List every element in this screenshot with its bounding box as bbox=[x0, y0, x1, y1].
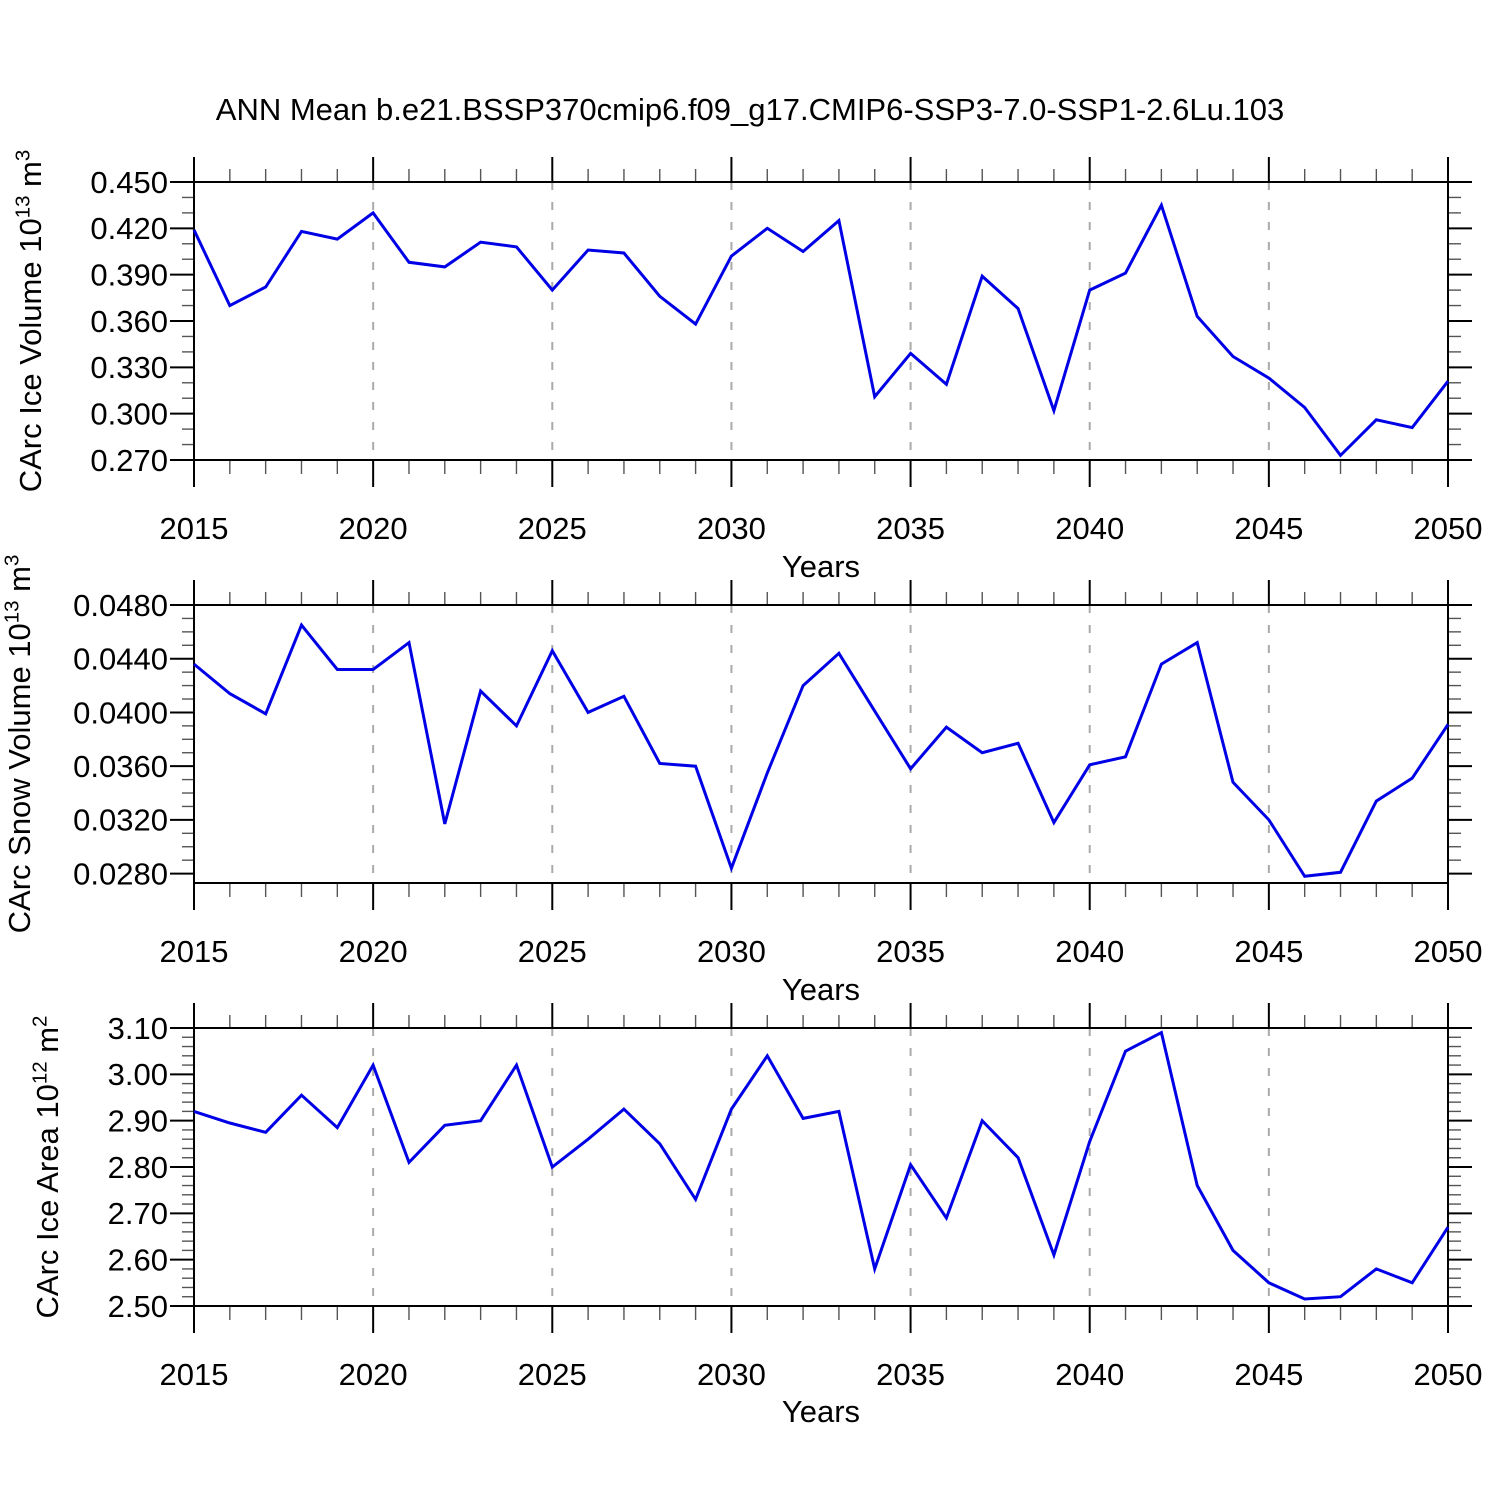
y-tick-label: 0.0400 bbox=[73, 695, 168, 730]
y-tick-label: 3.00 bbox=[108, 1057, 168, 1092]
x-tick-label: 2040 bbox=[1055, 934, 1124, 969]
x-tick-label: 2015 bbox=[160, 934, 229, 969]
y-tick-label: 0.300 bbox=[90, 397, 168, 432]
y-tick-label: 0.0360 bbox=[73, 749, 168, 784]
x-tick-label: 2030 bbox=[697, 1357, 766, 1392]
panel-ice-volume: 0.450 0.420 0.390 0.360 0.330 0.300 0.270 2015 2… bbox=[90, 157, 1482, 546]
data-line-ice-area bbox=[193, 1030, 1450, 1301]
y-tick-label: 0.360 bbox=[90, 304, 168, 339]
y-axis-title-unit: m bbox=[13, 161, 48, 196]
x-tick-label: 2035 bbox=[876, 1357, 945, 1392]
y-tick-label: 2.90 bbox=[108, 1104, 168, 1139]
x-axis-title-panel-3: Years bbox=[781, 1394, 861, 1429]
x-tick-label: 2035 bbox=[876, 934, 945, 969]
x-tick-label: 2025 bbox=[518, 511, 587, 546]
y-tick-label: 3.10 bbox=[108, 1011, 168, 1046]
y-axis-title-text: CArc Ice Area 10 bbox=[30, 1084, 65, 1319]
y-axis-title-text: CArc Snow Volume 10 bbox=[2, 623, 37, 934]
y-axis-title-exponent: 12 bbox=[28, 1061, 52, 1085]
y-tick-label: 2.80 bbox=[108, 1150, 168, 1185]
y-axis-title-exponent: 13 bbox=[0, 600, 24, 624]
x-tick-label: 2040 bbox=[1055, 1357, 1124, 1392]
y-axis-title-unit-exponent: 3 bbox=[0, 554, 24, 567]
x-tick-label: 2035 bbox=[876, 511, 945, 546]
x-tick-label: 2045 bbox=[1234, 934, 1303, 969]
x-tick-label: 2040 bbox=[1055, 511, 1124, 546]
plot-frame bbox=[193, 181, 1449, 461]
y-tick-label: 0.330 bbox=[90, 350, 168, 385]
y-axis-title-unit-exponent: 2 bbox=[28, 1015, 52, 1027]
panel-ice-area: 3.10 3.00 2.90 2.80 2.70 2.60 2.50 2015 2020 2025… bbox=[108, 1003, 1483, 1392]
y-axis-title-ice-volume: CArc Ice Volume 1013 m3 bbox=[12, 121, 50, 521]
x-tick-label: 2050 bbox=[1414, 1357, 1483, 1392]
y-axis-title-exponent: 13 bbox=[11, 195, 35, 219]
plot-frame bbox=[193, 604, 1449, 884]
x-tick-label: 2045 bbox=[1234, 511, 1303, 546]
data-line-snow-volume bbox=[193, 622, 1450, 878]
x-tick-label: 2030 bbox=[697, 511, 766, 546]
x-tick-label: 2030 bbox=[697, 934, 766, 969]
plot-frame bbox=[193, 1027, 1449, 1307]
y-tick-label: 0.0480 bbox=[73, 588, 168, 623]
y-tick-label: 0.450 bbox=[90, 165, 168, 200]
x-axis-title-panel-1: Years bbox=[781, 549, 861, 584]
y-axis-title-snow-volume: CArc Snow Volume 1013 m3 bbox=[1, 544, 39, 944]
data-line-ice-volume bbox=[192, 201, 1450, 458]
x-tick-label: 2050 bbox=[1414, 934, 1483, 969]
y-axis-title-unit: m bbox=[2, 566, 37, 601]
y-tick-label: 0.390 bbox=[90, 258, 168, 293]
x-tick-label: 2020 bbox=[339, 511, 408, 546]
y-tick-label: 2.70 bbox=[108, 1196, 168, 1231]
x-tick-label: 2025 bbox=[518, 1357, 587, 1392]
y-tick-label: 0.420 bbox=[90, 211, 168, 246]
y-tick-label: 2.50 bbox=[108, 1289, 168, 1324]
x-tick-label: 2020 bbox=[339, 1357, 408, 1392]
y-axis-title-unit: m bbox=[30, 1026, 65, 1062]
y-tick-label: 2.60 bbox=[108, 1243, 168, 1278]
y-axis-title-text: CArc Ice Volume 10 bbox=[13, 218, 48, 493]
x-axis-title-panel-2: Years bbox=[781, 972, 861, 1007]
y-axis-title-ice-area: CArc Ice Area 1012 m2 bbox=[29, 967, 67, 1367]
y-axis-title-unit-exponent: 3 bbox=[11, 149, 35, 162]
panel-snow-volume: 0.0480 0.0440 0.0400 0.0360 0.0320 0.0280 2015… bbox=[73, 580, 1482, 969]
x-tick-label: 2025 bbox=[518, 934, 587, 969]
y-tick-label: 0.0320 bbox=[73, 803, 168, 838]
x-tick-label: 2015 bbox=[160, 511, 229, 546]
y-tick-label: 0.270 bbox=[90, 443, 168, 478]
x-tick-label: 2045 bbox=[1234, 1357, 1303, 1392]
y-tick-label: 0.0280 bbox=[73, 856, 168, 891]
x-tick-label: 2020 bbox=[339, 934, 408, 969]
chart-title: ANN Mean b.e21.BSSP370cmip6.f09_g17.CMIP… bbox=[215, 92, 1285, 127]
y-tick-label: 0.0440 bbox=[73, 642, 168, 677]
x-tick-label: 2015 bbox=[160, 1357, 229, 1392]
x-tick-label: 2050 bbox=[1414, 511, 1483, 546]
